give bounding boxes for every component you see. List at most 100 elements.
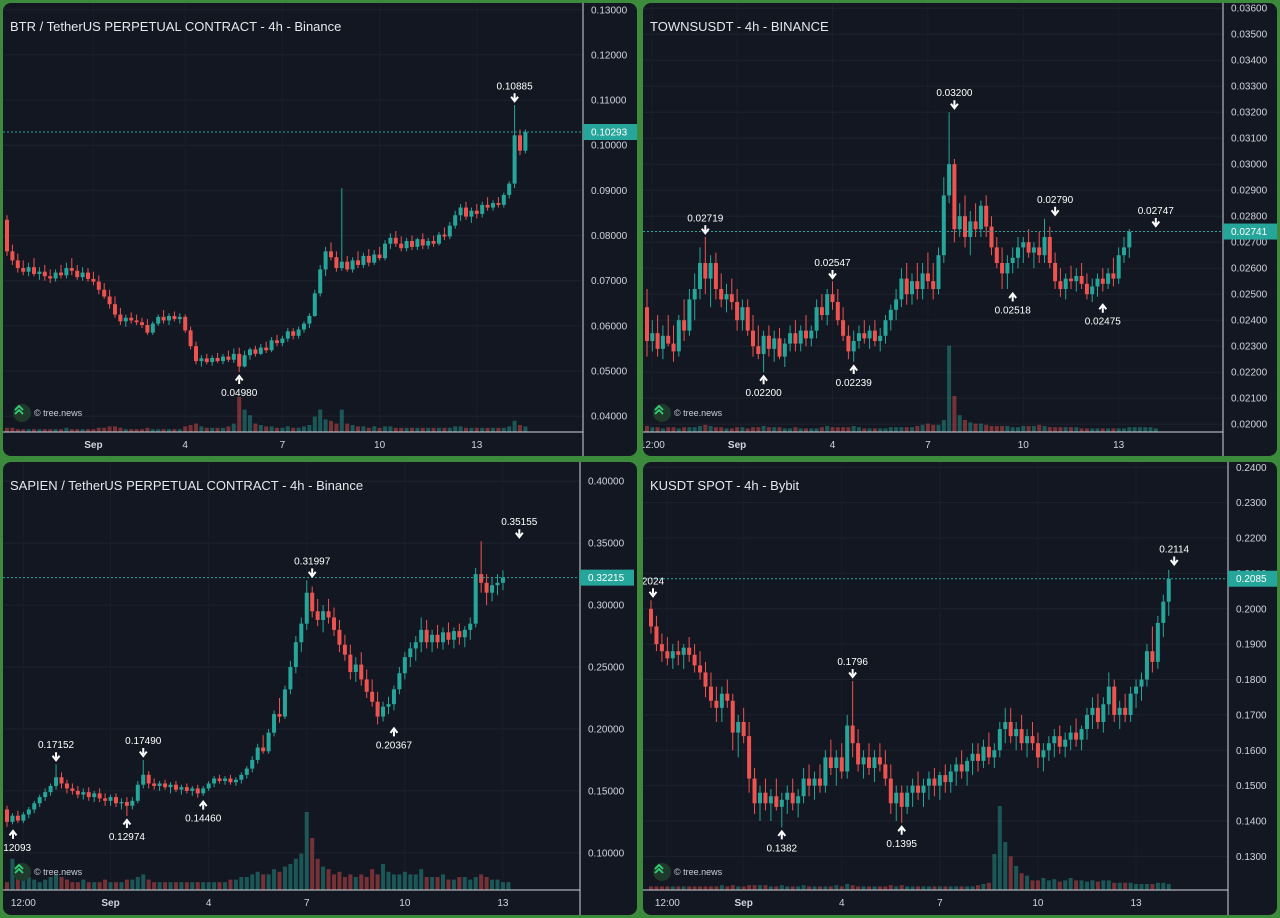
- candle-body: [96, 281, 101, 290]
- candle-body: [269, 340, 274, 351]
- volume-bar: [978, 423, 983, 432]
- volume-bar: [986, 882, 991, 890]
- arrow-down-icon: [138, 748, 148, 758]
- arrow-down-icon: [1169, 556, 1179, 567]
- volume-bar: [819, 427, 824, 432]
- volume-bar: [119, 882, 124, 890]
- candle: [666, 315, 671, 347]
- volume-bar: [655, 427, 660, 432]
- candle: [103, 793, 108, 806]
- volume-bar: [188, 425, 193, 432]
- candle-body: [59, 272, 63, 276]
- candle-body: [782, 343, 787, 357]
- candle: [370, 679, 375, 707]
- candle-body: [282, 689, 287, 717]
- candle-body: [146, 774, 151, 784]
- candle-body: [682, 320, 687, 331]
- candle: [96, 275, 101, 295]
- volume-bar: [905, 886, 910, 890]
- candle: [221, 353, 225, 365]
- candle-body: [212, 778, 217, 784]
- arrow-down-icon: [51, 752, 61, 762]
- volume-bar: [758, 885, 762, 890]
- volume-bar: [21, 429, 26, 432]
- candle: [687, 289, 692, 336]
- candle-body: [446, 632, 451, 640]
- volume-bar: [1117, 882, 1122, 890]
- annotation-label: 0.04980: [221, 388, 258, 399]
- candle: [248, 347, 252, 360]
- candle: [462, 626, 467, 648]
- volume-bar: [659, 886, 664, 890]
- price-annotation: 0.1796: [837, 657, 868, 679]
- candle: [828, 739, 833, 776]
- candle: [894, 785, 899, 822]
- candle: [321, 605, 326, 633]
- candle-body: [244, 768, 249, 775]
- price-annotation: 0.02790: [1037, 195, 1074, 217]
- candle: [458, 203, 463, 222]
- volume-bar: [506, 882, 511, 890]
- candle: [54, 764, 59, 790]
- candle: [258, 343, 263, 356]
- candle: [242, 350, 247, 368]
- candle-body: [10, 251, 15, 261]
- volume-bar: [113, 426, 117, 432]
- volume-bar: [469, 427, 474, 432]
- volume-bar: [724, 428, 729, 432]
- volume-bar: [507, 426, 512, 432]
- volume-bar: [420, 427, 425, 432]
- volume-bar: [943, 886, 948, 890]
- volume-bar: [883, 886, 888, 890]
- candle-body: [708, 686, 713, 701]
- candle: [997, 721, 1002, 758]
- volume-bar: [1101, 880, 1106, 890]
- candle: [118, 307, 123, 325]
- volume-bar: [1035, 880, 1040, 890]
- candle: [1053, 252, 1058, 289]
- candle-body: [817, 778, 822, 786]
- candle: [468, 617, 473, 640]
- candle-body: [851, 341, 856, 352]
- volume-bar: [393, 427, 398, 432]
- candle-body: [1117, 707, 1122, 715]
- watermark-text: © tree.news: [34, 867, 83, 877]
- candle: [86, 268, 90, 282]
- candle: [59, 772, 64, 789]
- candle: [905, 785, 910, 814]
- candle: [5, 215, 9, 256]
- volume-bar: [264, 426, 269, 432]
- volume-bar: [1058, 427, 1063, 432]
- volume-bar: [339, 409, 344, 432]
- price-annotation: 0.1382: [767, 829, 798, 854]
- candle: [1100, 268, 1105, 292]
- price-annotation: 0.31997: [294, 556, 331, 578]
- candle: [163, 779, 168, 790]
- candle: [788, 325, 793, 352]
- candle: [756, 325, 761, 360]
- candle: [70, 783, 75, 795]
- candle-body: [479, 574, 484, 583]
- candle: [851, 330, 856, 362]
- volume-bar: [948, 886, 953, 890]
- candle-body: [518, 135, 522, 151]
- volume-bar: [1031, 426, 1036, 432]
- candle-body: [339, 261, 344, 269]
- candle-body: [916, 785, 921, 793]
- candle: [280, 335, 285, 347]
- candle: [1030, 721, 1035, 751]
- candle: [758, 785, 762, 822]
- volume-bar: [926, 886, 931, 890]
- candle: [326, 598, 331, 624]
- candle: [201, 785, 206, 796]
- btr-chart: 0.04000 0.05000 0.06000 0.07000 0.08000 0.090…: [3, 3, 637, 456]
- volume-bar: [666, 427, 671, 432]
- x-tick-label: 7: [925, 440, 931, 451]
- volume-bar: [835, 427, 840, 432]
- candle: [350, 257, 355, 273]
- candle-body: [457, 631, 462, 638]
- candle: [963, 195, 967, 248]
- candle-body: [793, 333, 798, 344]
- candle: [819, 294, 824, 321]
- candle-body: [888, 309, 893, 321]
